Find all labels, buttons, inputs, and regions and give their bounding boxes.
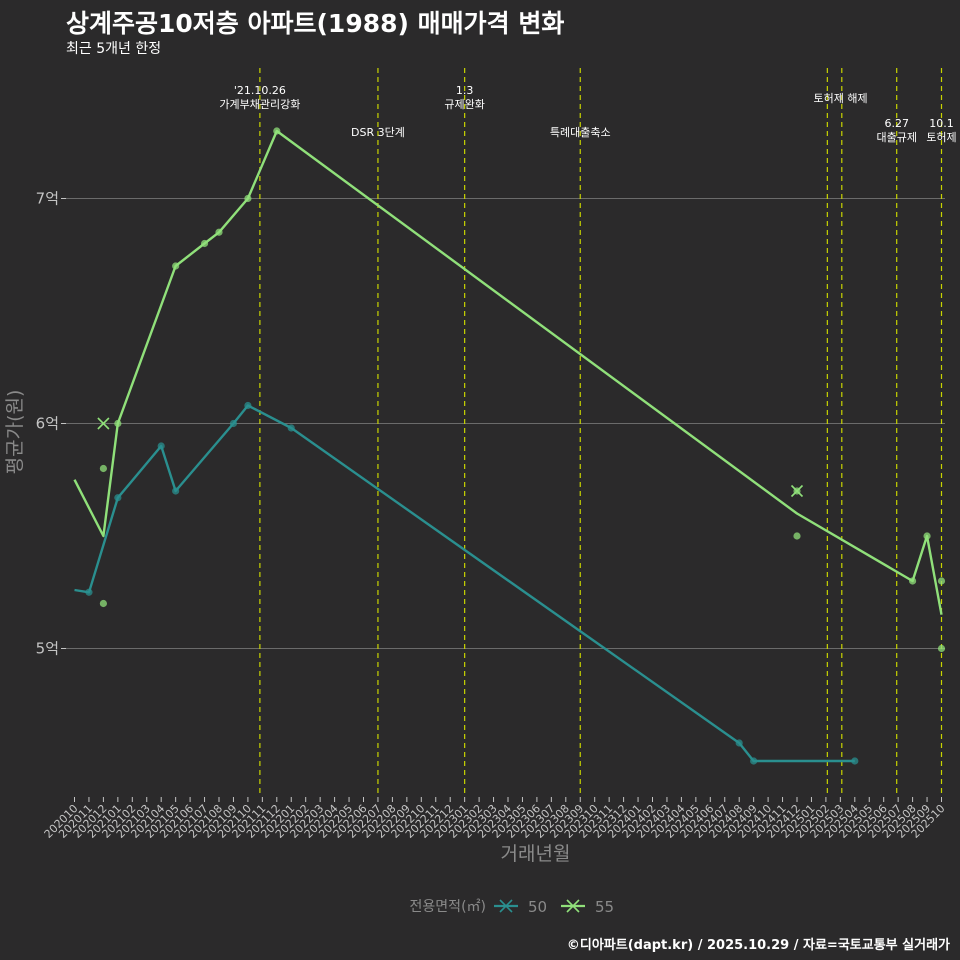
event-label: 토허제: [926, 131, 956, 144]
data-point-55: [99, 599, 107, 608]
x-marker-55: [790, 484, 804, 498]
data-point-50: [157, 442, 165, 450]
data-point-50: [750, 757, 758, 765]
x-axis-title: 거래년월: [501, 843, 571, 865]
data-point-50: [229, 419, 238, 428]
event-label: 규제완화: [444, 98, 484, 111]
data-point-50: [851, 757, 859, 765]
event-label: 1.3: [456, 84, 474, 97]
data-point-55: [923, 532, 931, 540]
legend-key-marker-50: [499, 899, 513, 913]
event-label: 특례대출축소: [550, 126, 611, 139]
data-point-50: [85, 588, 93, 596]
event-label: 가계부채관리강화: [219, 98, 300, 111]
data-point-50: [172, 487, 180, 495]
data-point-50: [244, 401, 252, 410]
event-label: 6.27: [884, 117, 909, 130]
event-label: '21.10.26: [234, 84, 286, 97]
legend-title: 전용면적(㎡): [410, 899, 486, 915]
y-tick-label: 5억: [36, 640, 59, 658]
event-label: 토허제 해제: [814, 91, 868, 105]
data-point-55: [273, 127, 281, 135]
data-point-55: [244, 194, 252, 203]
data-point-50: [287, 424, 295, 432]
chart-subtitle: 최근 5개년 한정: [66, 41, 162, 57]
source-caption: ©디아파트(dapt.kr) / 2025.10.29 / 자료=국토교통부 실…: [566, 938, 950, 953]
legend-key-marker-55: [566, 899, 580, 913]
event-label: DSR 3단계: [351, 126, 405, 139]
data-point-50: [114, 494, 122, 502]
x-marker-55: [97, 417, 110, 430]
data-point-55: [793, 532, 801, 540]
data-point-55: [172, 262, 180, 270]
data-point-50: [735, 739, 743, 747]
legend-label-55: 55: [595, 898, 614, 916]
data-point-55: [99, 464, 107, 473]
series-line-55: [73, 129, 943, 615]
data-point-55: [937, 577, 946, 585]
chart-title: 상계주공10저층 아파트(1988) 매매가격 변화: [66, 9, 565, 38]
data-point-55: [114, 419, 122, 428]
data-point-55: [937, 644, 946, 653]
data-point-55: [909, 577, 917, 585]
y-tick-label: 6억: [36, 415, 59, 433]
y-tick-label: 7억: [36, 190, 59, 208]
y-axis-title: 평균가(원): [4, 390, 26, 475]
data-point-55: [200, 239, 209, 248]
event-label: 대출규제: [876, 131, 916, 144]
data-point-55: [215, 228, 223, 236]
legend-label-50: 50: [528, 898, 547, 916]
event-label: 10.1: [929, 117, 954, 130]
